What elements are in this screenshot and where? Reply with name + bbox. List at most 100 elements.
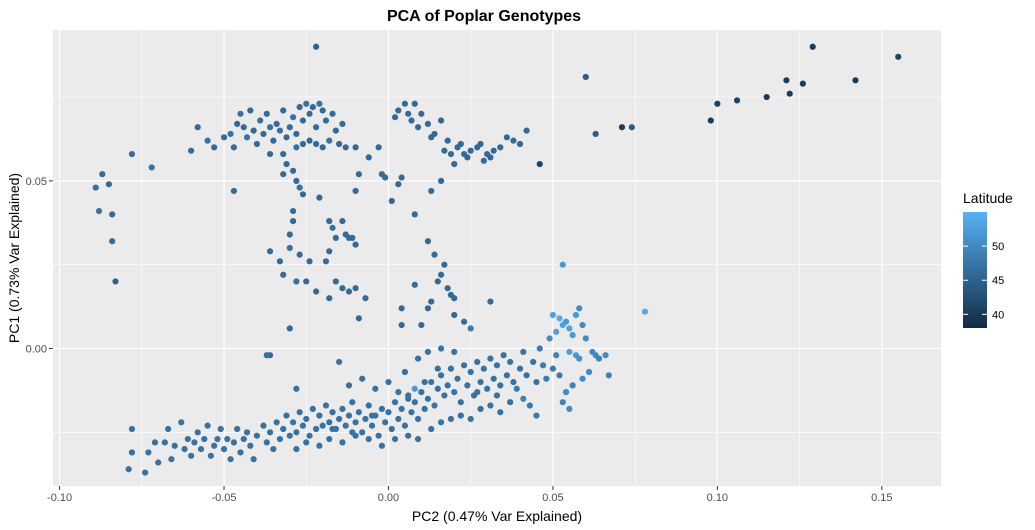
data-point [437,419,445,426]
data-point [480,157,487,164]
data-point [247,442,254,449]
data-point [467,147,474,154]
data-point [289,419,297,426]
data-point [286,325,293,332]
data-point [299,191,307,198]
data-point [605,372,612,379]
data-point [191,439,198,446]
x-tick-label: -0.05 [211,492,236,504]
data-point [299,422,307,429]
data-point [276,127,284,134]
data-point [303,415,310,423]
data-point [733,97,741,104]
data-point [322,402,330,409]
data-point [329,425,336,433]
data-point [388,197,395,205]
data-point [230,439,237,446]
data-point [194,429,201,436]
data-point [368,412,376,419]
data-point [520,395,527,402]
data-point [451,295,458,302]
data-point [250,127,257,134]
data-point [595,355,603,362]
data-point [148,164,155,171]
data-point [441,392,448,399]
data-point [474,358,481,366]
data-point [411,281,418,288]
data-point [447,150,455,158]
data-point [530,358,537,366]
data-point [414,124,422,131]
data-point [852,77,859,84]
data-point [276,258,284,265]
data-point [447,415,455,423]
data-point [345,412,353,419]
data-point [178,419,185,426]
data-point [194,124,201,131]
data-point [168,456,175,463]
data-point [444,285,451,292]
data-point [414,435,422,443]
data-point [553,328,560,335]
data-point [105,181,113,188]
data-point [628,124,635,131]
data-point [313,140,320,148]
data-point [411,100,418,107]
data-point [99,171,106,178]
data-point [424,238,432,245]
data-point [411,211,418,218]
data-point [306,258,313,265]
data-point [405,110,412,117]
data-point [230,144,237,151]
data-point [414,415,422,423]
data-point [322,117,330,124]
data-point [326,218,333,225]
data-point [428,425,435,433]
data-point [549,311,557,319]
chart-title: PCA of Poplar Genotypes [387,8,581,25]
data-point [95,207,103,215]
legend-title: Latitude [963,190,1013,206]
data-point [289,207,297,215]
data-point [579,321,586,329]
data-point [543,375,550,382]
data-point [214,435,221,443]
data-point [240,124,247,131]
data-point [207,452,214,459]
data-point [165,425,172,433]
data-point [283,161,290,168]
data-point [128,425,136,433]
data-point [490,147,497,154]
data-point [280,107,287,114]
data-point [217,425,224,433]
data-point [349,234,356,241]
data-point [424,348,432,355]
data-point [112,278,119,285]
y-axis-title: PC1 (0.73% Var Explained) [6,173,22,343]
data-point [763,93,770,101]
data-point [385,378,392,386]
data-point [553,352,560,359]
data-point [437,345,445,352]
data-point [303,278,310,285]
data-point [289,114,297,121]
data-point [447,365,455,372]
data-point [516,365,524,372]
data-point [313,124,320,131]
data-point [546,335,553,342]
data-point [437,372,445,379]
data-point [378,405,385,412]
data-point [451,389,458,396]
data-point [799,80,806,87]
data-point [316,442,323,449]
data-point [293,177,300,184]
data-point [401,100,409,107]
data-point [507,399,514,406]
x-tick-label: 0.05 [542,492,563,504]
data-point [339,120,346,127]
data-point [352,419,359,426]
data-point [326,435,333,443]
data-point [336,140,343,148]
data-point [398,405,405,412]
data-point [523,372,530,379]
